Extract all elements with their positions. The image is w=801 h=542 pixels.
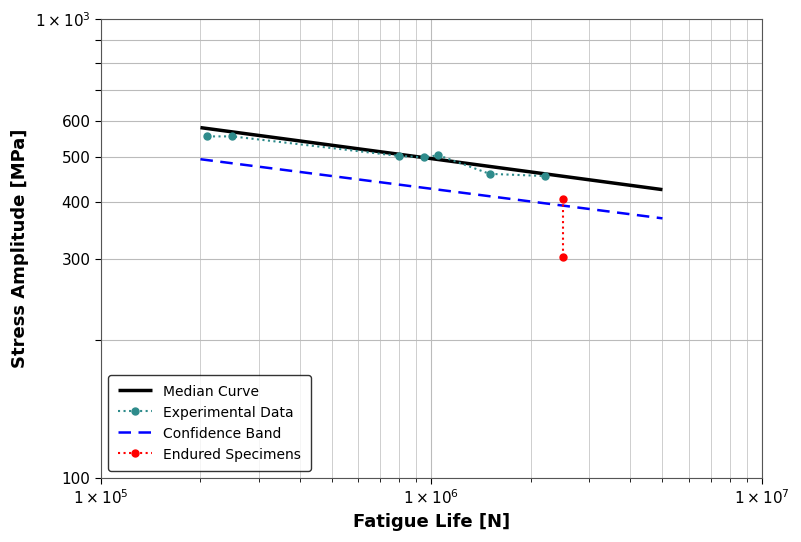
Line: Endured Specimens: Endured Specimens [560, 196, 566, 261]
Legend: Median Curve, Experimental Data, Confidence Band, Endured Specimens: Median Curve, Experimental Data, Confide… [108, 375, 311, 472]
Confidence Band [195, 156, 205, 163]
Line: Median Curve: Median Curve [200, 127, 662, 190]
Confidence Band [658, 215, 667, 222]
Line: Confidence Band: Confidence Band [200, 159, 662, 218]
Experimental Data [203, 133, 212, 140]
Experimental Data [485, 171, 494, 177]
Experimental Data [540, 173, 549, 179]
X-axis label: Fatigue Life [N]: Fatigue Life [N] [353, 513, 510, 531]
Experimental Data [419, 154, 429, 160]
Endured Specimens [558, 254, 568, 260]
Median Curve [195, 124, 205, 131]
Endured Specimens [558, 196, 568, 203]
Experimental Data [395, 153, 405, 159]
Y-axis label: Stress Amplitude [MPa]: Stress Amplitude [MPa] [11, 129, 29, 368]
Experimental Data [433, 152, 443, 158]
Line: Experimental Data: Experimental Data [204, 133, 548, 179]
Experimental Data [227, 133, 237, 140]
Median Curve [658, 186, 667, 193]
